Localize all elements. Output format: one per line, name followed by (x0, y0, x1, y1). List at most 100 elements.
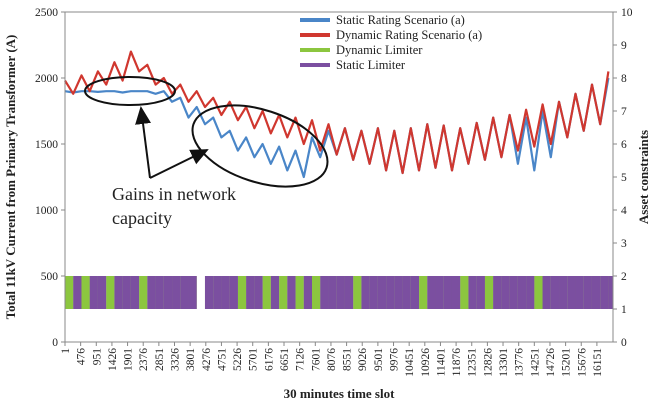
limiter-bar (279, 276, 288, 309)
x-tick-label: 13776 (514, 348, 526, 377)
series-line (64, 50, 610, 175)
y2-tick-label: 9 (621, 40, 627, 52)
arrow (135, 106, 151, 179)
limiter-bar (509, 276, 518, 309)
y2-tick-label: 2 (621, 271, 627, 283)
x-tick-label: 5226 (232, 348, 244, 371)
annotation-shapes (84, 76, 329, 188)
limiter-bar (435, 276, 444, 309)
limiter-bar (443, 276, 452, 309)
annotation: Gains in network (112, 184, 236, 204)
limiter-bar (344, 276, 354, 309)
limiter-bar (526, 276, 535, 309)
limiter-bar (534, 276, 543, 309)
limiter-bar (476, 276, 485, 309)
limiter-bar (320, 276, 329, 309)
y-tick-label: 500 (41, 271, 59, 283)
x-tick-label: 15201 (561, 348, 573, 377)
limiter-bar (460, 276, 469, 309)
y-tick-label: 1500 (35, 139, 58, 151)
limiter-bar (254, 276, 263, 309)
limiter-bar (114, 276, 123, 309)
limiter-bar (600, 276, 609, 309)
limiter-bar (386, 276, 395, 309)
limiter-bar (419, 276, 428, 309)
limiter-bar (336, 276, 345, 309)
limiter-bar (542, 276, 551, 309)
limiter-bar (139, 276, 148, 309)
limiter-bar (427, 276, 436, 309)
limiter-bar (81, 276, 90, 309)
y-tick-label: 2000 (35, 73, 58, 85)
highlight-ellipse (84, 76, 176, 106)
limiter-bar (361, 276, 370, 309)
limiter-bar (353, 276, 362, 309)
limiter-bar (180, 276, 189, 309)
limiter-bar (484, 276, 494, 309)
y-tick-label: 1000 (35, 205, 58, 217)
legend-swatch (300, 33, 330, 37)
limiter-bar (402, 276, 411, 309)
highlight-ellipse (191, 104, 329, 188)
limiter-bar (73, 276, 82, 309)
x-tick-label: 1 (60, 348, 72, 354)
x-tick-label: 3326 (170, 348, 182, 371)
legend-swatch (300, 18, 330, 22)
limiter-bar (172, 276, 181, 309)
x-tick-label: 9976 (389, 348, 401, 371)
y2-tick-label: 8 (621, 73, 627, 85)
x-tick-label: 14726 (545, 348, 557, 377)
x-tick-label: 11401 (435, 348, 447, 377)
limiter-bar (229, 276, 238, 309)
limiter-bar (122, 276, 131, 309)
x-tick-label: 951 (91, 348, 103, 366)
limiter-bar (559, 276, 568, 309)
y2-tick-label: 10 (621, 7, 633, 19)
x-tick-label: 8551 (342, 348, 354, 371)
x-tick-label: 10451 (404, 348, 416, 377)
x-tick-label: 15676 (576, 348, 588, 377)
limiter-bar (270, 276, 280, 309)
marks-layer (64, 50, 613, 309)
y2-tick-label: 5 (621, 172, 627, 184)
legend-swatch (300, 48, 330, 52)
limiter-bar (575, 276, 584, 309)
limiter-bar (501, 276, 510, 309)
limiter-bar (550, 276, 560, 309)
y-tick-label: 0 (52, 337, 58, 349)
limiter-bar (608, 276, 613, 309)
legend-label: Static Rating Scenario (a) (336, 13, 465, 27)
x-tick-label: 8076 (326, 348, 338, 371)
limiter-bar (65, 276, 74, 309)
x-tick-label: 10926 (420, 348, 432, 377)
y2-tick-label: 3 (621, 238, 627, 250)
limiter-bar (410, 276, 420, 309)
y2-tick-label: 6 (621, 139, 627, 151)
y2-tick-label: 7 (621, 106, 627, 118)
x-tick-label: 9026 (357, 348, 369, 371)
x-axis-title: 30 minutes time slot (284, 386, 396, 401)
x-tick-label: 2376 (138, 348, 150, 371)
y-tick-label: 2500 (35, 7, 58, 19)
y2-tick-label: 4 (621, 205, 627, 217)
limiter-bar (246, 276, 255, 309)
x-tick-label: 476 (76, 348, 88, 366)
x-tick-label: 2851 (154, 348, 166, 371)
limiter-bar (106, 276, 115, 309)
limiter-bar (262, 276, 271, 309)
limiter-bar (377, 276, 387, 309)
arrow (149, 149, 209, 179)
legend-label: Static Limiter (336, 58, 406, 72)
limiter-bar (303, 276, 313, 309)
limiter-bar (204, 276, 214, 309)
limiter-bar (567, 276, 576, 309)
limiter-bar (213, 276, 222, 309)
limiter-bar (89, 276, 98, 309)
x-tick-label: 6176 (263, 348, 275, 371)
limiter-bar (591, 276, 601, 309)
y-axis-title: Total 11kV Current from Primary Transfor… (3, 35, 18, 320)
x-tick-label: 1426 (107, 348, 119, 371)
limiter-bar (394, 276, 403, 309)
series-line (64, 77, 610, 179)
